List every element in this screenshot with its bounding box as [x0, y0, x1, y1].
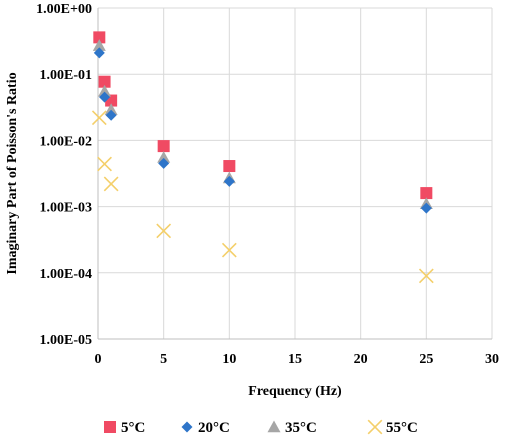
legend-item: 35°C — [267, 420, 317, 436]
y-axis-title: Imaginary Part of Poisson's Ratio — [5, 72, 20, 274]
x-tick-label: 25 — [419, 352, 433, 367]
legend-label: 5°C — [121, 420, 145, 436]
x-marker-stroke — [91, 110, 107, 126]
axes — [97, 8, 492, 340]
data-point — [157, 140, 170, 153]
legend-marker — [104, 421, 116, 433]
data-point — [420, 202, 432, 214]
x-marker-stroke — [418, 268, 434, 284]
x-marker-stroke — [367, 419, 383, 435]
legend-marker — [367, 419, 383, 435]
legend-marker — [181, 421, 193, 433]
data-point — [223, 175, 235, 187]
legend-label: 20°C — [198, 420, 230, 436]
legend-label: 55°C — [386, 420, 418, 436]
legend-marker — [267, 420, 281, 433]
legend-item: 5°C — [104, 420, 145, 436]
data-point — [99, 91, 111, 103]
data-point — [156, 223, 172, 239]
tick-labels: 1.00E-05 1.00E-04 1.00E-03 1.00E-02 1.00E-01… — [36, 2, 499, 367]
legend-label: 35°C — [285, 420, 317, 436]
y-tick-label: 1.00E-04 — [40, 267, 93, 282]
legend: 5°C 20°C 35°C 55°C — [104, 419, 418, 436]
data-point — [418, 268, 434, 284]
gridlines — [98, 7, 493, 339]
data-point — [93, 47, 105, 59]
data-point — [98, 75, 111, 88]
x-tick-label: 15 — [288, 352, 302, 367]
x-axis-title: Frequency (Hz) — [248, 384, 342, 399]
x-marker-stroke — [97, 156, 112, 172]
data-point — [420, 187, 433, 200]
x-tick-label: 10 — [222, 352, 236, 367]
series-square — [93, 31, 433, 200]
x-tick-label: 5 — [160, 352, 167, 367]
x-marker-stroke — [221, 242, 237, 258]
legend-item: 20°C — [181, 420, 230, 436]
data-point — [98, 84, 112, 97]
data-point — [157, 151, 171, 163]
data-point — [103, 176, 119, 192]
data-point — [158, 157, 170, 169]
y-tick-label: 1.00E-02 — [40, 134, 93, 149]
x-tick-label: 0 — [95, 352, 102, 367]
y-tick-label: 1.00E+00 — [36, 2, 92, 17]
data-point — [223, 160, 236, 173]
data-point — [221, 242, 237, 258]
y-tick-label: 1.00E-03 — [40, 201, 93, 216]
data-point — [105, 109, 117, 121]
data-point — [92, 39, 106, 51]
x-tick-label: 30 — [485, 352, 499, 367]
data-point — [97, 156, 112, 172]
y-tick-label: 1.00E-05 — [40, 333, 93, 348]
legend-item: 55°C — [367, 419, 418, 436]
data-point — [93, 31, 106, 44]
series-diamond — [93, 47, 432, 214]
data-series — [91, 31, 434, 284]
x-tick-label: 20 — [354, 352, 368, 367]
series-x — [91, 110, 434, 284]
x-marker-stroke — [156, 223, 172, 239]
data-point — [104, 103, 118, 115]
y-tick-label: 1.00E-01 — [40, 68, 93, 83]
x-marker-stroke — [103, 176, 119, 192]
series-triangle — [92, 39, 433, 210]
data-point — [91, 110, 107, 126]
